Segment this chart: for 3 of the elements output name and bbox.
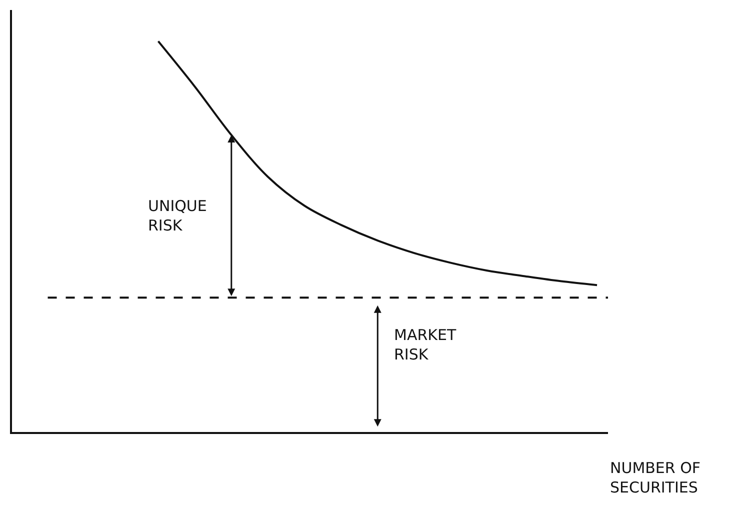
x-axis-title: NUMBER OF SECURITIES [610, 459, 701, 496]
annotation: MARKET RISK [394, 326, 457, 364]
annotation: UNIQUE RISK [148, 197, 207, 234]
